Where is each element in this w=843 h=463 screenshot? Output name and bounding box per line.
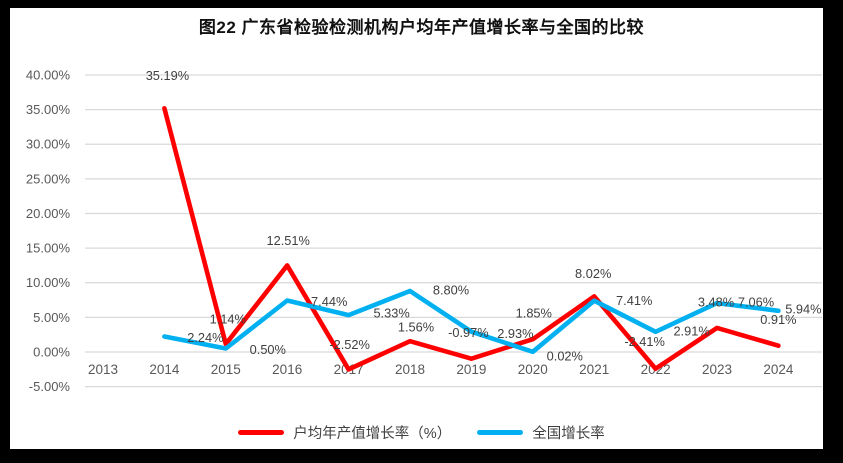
svg-text:1.56%: 1.56%	[398, 320, 434, 335]
svg-text:0.50%: 0.50%	[250, 342, 286, 357]
svg-text:1.85%: 1.85%	[516, 306, 552, 321]
legend: 户均年产值增长率（%） 全国增长率	[0, 422, 843, 443]
svg-text:2018: 2018	[395, 362, 425, 377]
x-axis-tick-labels: 2013 2014 2015 2016 2017 2018 2019 2020 2021 2022…	[88, 362, 794, 377]
svg-text:3.48%: 3.48%	[698, 294, 734, 309]
svg-text:8.80%: 8.80%	[433, 283, 469, 298]
svg-text:2016: 2016	[272, 362, 302, 377]
svg-text:7.44%: 7.44%	[311, 294, 347, 309]
svg-text:0.91%: 0.91%	[760, 312, 796, 327]
legend-label-household-growth: 户均年产值增长率（%）	[293, 426, 452, 442]
svg-text:-2.52%: -2.52%	[329, 337, 370, 352]
svg-text:5.00%: 5.00%	[33, 310, 70, 325]
svg-text:2019: 2019	[456, 362, 486, 377]
data-labels: 35.19% 1.14% 12.51% -2.52% 1.56% -0.97% 1.85% 8…	[146, 68, 822, 364]
chart-background	[10, 8, 823, 449]
red-line-icon	[238, 430, 285, 435]
svg-text:5.94%: 5.94%	[785, 301, 821, 316]
svg-text:25.00%: 25.00%	[26, 171, 71, 186]
svg-text:7.41%: 7.41%	[616, 293, 652, 308]
svg-text:-5.00%: -5.00%	[29, 379, 71, 394]
legend-label-national-growth: 全国增长率	[532, 426, 605, 442]
gridlines	[85, 74, 822, 388]
svg-text:35.19%: 35.19%	[146, 68, 189, 83]
svg-text:5.33%: 5.33%	[373, 306, 409, 321]
svg-text:10.00%: 10.00%	[26, 275, 71, 290]
series-line-guangdong	[162, 106, 781, 372]
svg-text:-0.97%: -0.97%	[448, 325, 489, 340]
svg-text:2024: 2024	[763, 362, 794, 377]
legend-item-household-growth: 户均年产值增长率（%）	[238, 422, 451, 443]
svg-text:30.00%: 30.00%	[26, 137, 71, 152]
svg-text:2013: 2013	[88, 362, 118, 377]
legend-item-national-growth: 全国增长率	[477, 422, 605, 443]
svg-text:35.00%: 35.00%	[26, 102, 71, 117]
svg-text:40.00%: 40.00%	[26, 68, 71, 83]
svg-text:2.24%: 2.24%	[187, 330, 223, 345]
svg-text:2015: 2015	[211, 362, 241, 377]
svg-text:2014: 2014	[149, 362, 180, 377]
svg-text:2021: 2021	[579, 362, 609, 377]
svg-text:0.02%: 0.02%	[547, 348, 583, 363]
svg-text:20.00%: 20.00%	[26, 206, 71, 221]
svg-text:2.91%: 2.91%	[673, 323, 709, 338]
series-line-national	[162, 288, 781, 355]
svg-text:7.06%: 7.06%	[738, 295, 774, 310]
svg-text:1.14%: 1.14%	[210, 312, 246, 327]
svg-text:12.51%: 12.51%	[266, 233, 309, 248]
svg-text:2023: 2023	[702, 362, 732, 377]
series-lines	[162, 106, 781, 372]
y-axis-tick-labels: 40.00% 35.00% 30.00% 25.00% 20.00% 15.00% 10.0…	[26, 68, 71, 395]
blue-line-icon	[477, 430, 524, 435]
svg-text:15.00%: 15.00%	[26, 241, 71, 256]
svg-text:0.00%: 0.00%	[33, 344, 70, 359]
svg-text:2020: 2020	[518, 362, 548, 377]
chart-title: 图22 广东省检验检测机构户均年产值增长率与全国的比较	[198, 18, 645, 37]
svg-text:8.02%: 8.02%	[575, 266, 611, 281]
svg-text:2.93%: 2.93%	[497, 326, 533, 341]
svg-text:-2.41%: -2.41%	[624, 334, 665, 349]
